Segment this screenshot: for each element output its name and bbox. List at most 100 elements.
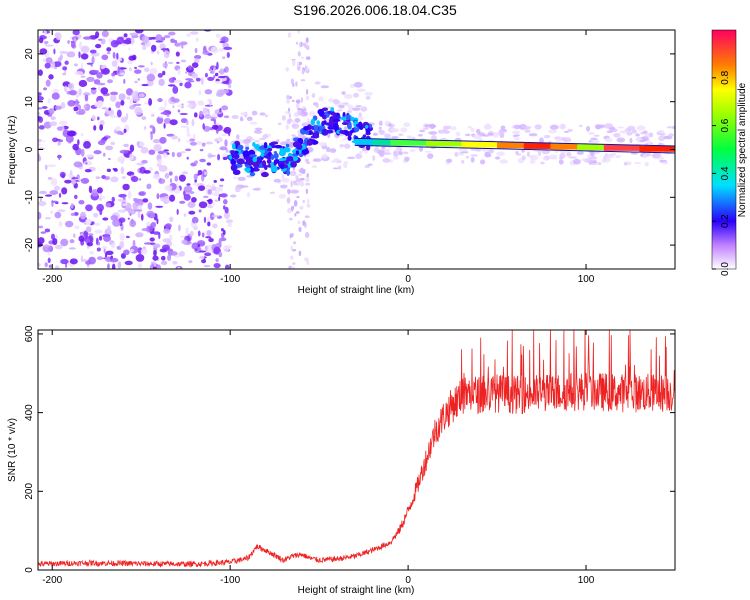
spectrogram-cell <box>54 244 63 250</box>
spectrogram-cell <box>86 76 95 83</box>
spectrogram-cell <box>135 253 145 262</box>
spectrogram-cell <box>147 202 153 210</box>
spectrogram-cell <box>285 143 290 148</box>
spectrogram-cell <box>458 147 468 152</box>
spectrogram-cell <box>163 149 169 152</box>
spectrogram-cell <box>180 59 187 63</box>
spectrogram-cell <box>80 255 84 263</box>
spectrogram-cell <box>204 252 212 257</box>
spectrogram-cell <box>191 62 199 68</box>
spectrogram-cell <box>591 138 600 144</box>
spectrogram-cell <box>107 157 111 161</box>
spectrogram-cell <box>245 146 250 151</box>
spectrogram-cell <box>279 163 286 170</box>
spectrogram-cell <box>222 245 230 252</box>
spectrogram-cell <box>60 258 69 265</box>
spectrogram-cell <box>134 107 143 116</box>
spectrogram-cell <box>276 139 280 143</box>
spectrogram-cell <box>529 159 536 164</box>
spectrogram-cell <box>189 141 198 146</box>
spectrogram-cell <box>253 130 263 134</box>
spectrogram-cell <box>48 97 51 104</box>
spectrogram-cell <box>212 223 218 229</box>
spectrogram-cell <box>461 159 465 164</box>
spectrogram-cell <box>163 50 170 59</box>
spectrogram-cell <box>113 168 118 172</box>
spectrogram-cell <box>185 78 194 81</box>
spectrogram-cell <box>636 125 646 131</box>
spectrogram-cell <box>604 137 613 143</box>
spectrogram-cell <box>472 134 482 140</box>
spectrogram-cell <box>212 202 215 206</box>
spectrogram-cell <box>86 62 93 65</box>
spectrogram-cell <box>174 175 179 182</box>
spectrogram-cell <box>121 176 127 179</box>
colorbar-tick-label: 0.4 <box>720 166 731 180</box>
spectrogram-cell <box>279 146 284 154</box>
spectrogram-cell <box>211 124 219 130</box>
spectrogram-cell <box>193 173 198 180</box>
spectrogram-cell <box>203 171 208 176</box>
spectrogram-cell <box>634 162 642 165</box>
spectrogram-cell <box>221 228 224 232</box>
spectrogram-cell <box>106 47 112 52</box>
spectrogram-cell <box>39 190 47 195</box>
spectrogram-ridge-edge <box>354 137 675 147</box>
spectrogram-cell <box>152 173 161 180</box>
spectrogram-cell <box>149 213 155 219</box>
spectrogram-cell <box>220 89 229 94</box>
spectrogram-cell <box>157 98 163 102</box>
spectrogram-cell <box>198 185 206 191</box>
spectrogram-cell <box>64 85 68 93</box>
spectrogram-cell <box>80 177 90 184</box>
spectrogram-cell <box>398 151 403 156</box>
spectrogram-cell <box>146 221 151 227</box>
spectrogram-cell <box>280 141 288 146</box>
spectrogram-cell <box>123 33 128 38</box>
spectrogram-cell <box>406 135 413 141</box>
spectrogram-cell <box>278 193 287 199</box>
spectrogram-cell <box>141 83 149 87</box>
spectrogram-cell <box>194 222 197 229</box>
spectrogram-ridge-segment <box>354 138 374 145</box>
colorbar-tick-label: 0.8 <box>720 70 731 84</box>
spectrogram-cell <box>70 212 76 216</box>
spectrogram-cell <box>290 120 296 123</box>
spec-ytick-label: 20 <box>24 48 35 60</box>
spectrogram-cell <box>110 242 116 249</box>
spectrogram-cell <box>232 153 240 160</box>
spectrogram-cell <box>70 203 74 209</box>
spectrogram-cell <box>136 162 145 166</box>
spectrogram-cell <box>106 52 111 55</box>
spectrogram-cell <box>150 132 153 141</box>
spectrogram-cell <box>549 124 559 130</box>
spectrogram-cell <box>152 243 161 249</box>
spectrogram-cell <box>219 68 225 75</box>
spectrogram-cell <box>203 125 211 132</box>
spectrogram-cell <box>85 162 88 165</box>
spectrogram-cell <box>186 120 189 126</box>
spectrogram-cell <box>137 78 141 81</box>
spectrogram-cell <box>346 110 352 114</box>
spectrogram-cell <box>306 203 311 208</box>
spectrogram-cell <box>150 44 157 52</box>
snr-xtick-label: -200 <box>42 575 62 586</box>
spectrogram-cell <box>217 153 221 161</box>
spectrogram-cell <box>98 100 104 107</box>
spectrogram-cell <box>534 124 542 130</box>
spectrogram-ridge-segment <box>461 141 499 148</box>
spectrogram-cell <box>231 114 239 119</box>
spectrogram-cell <box>124 260 133 266</box>
spectrogram-cell <box>152 255 159 261</box>
spectrogram-cell <box>277 122 282 126</box>
spectrogram-cell <box>180 235 184 238</box>
spectrogram-cell <box>118 67 127 70</box>
spectrogram-cell <box>38 111 41 116</box>
spectrogram-cell <box>293 199 298 207</box>
spectrogram-cell <box>302 220 306 227</box>
spectrogram-cell <box>195 77 201 82</box>
spectrogram-cell <box>213 74 216 79</box>
spectrogram-cell <box>270 153 275 161</box>
spectrogram-cell <box>153 144 162 152</box>
spectrogram-cell <box>252 156 258 163</box>
